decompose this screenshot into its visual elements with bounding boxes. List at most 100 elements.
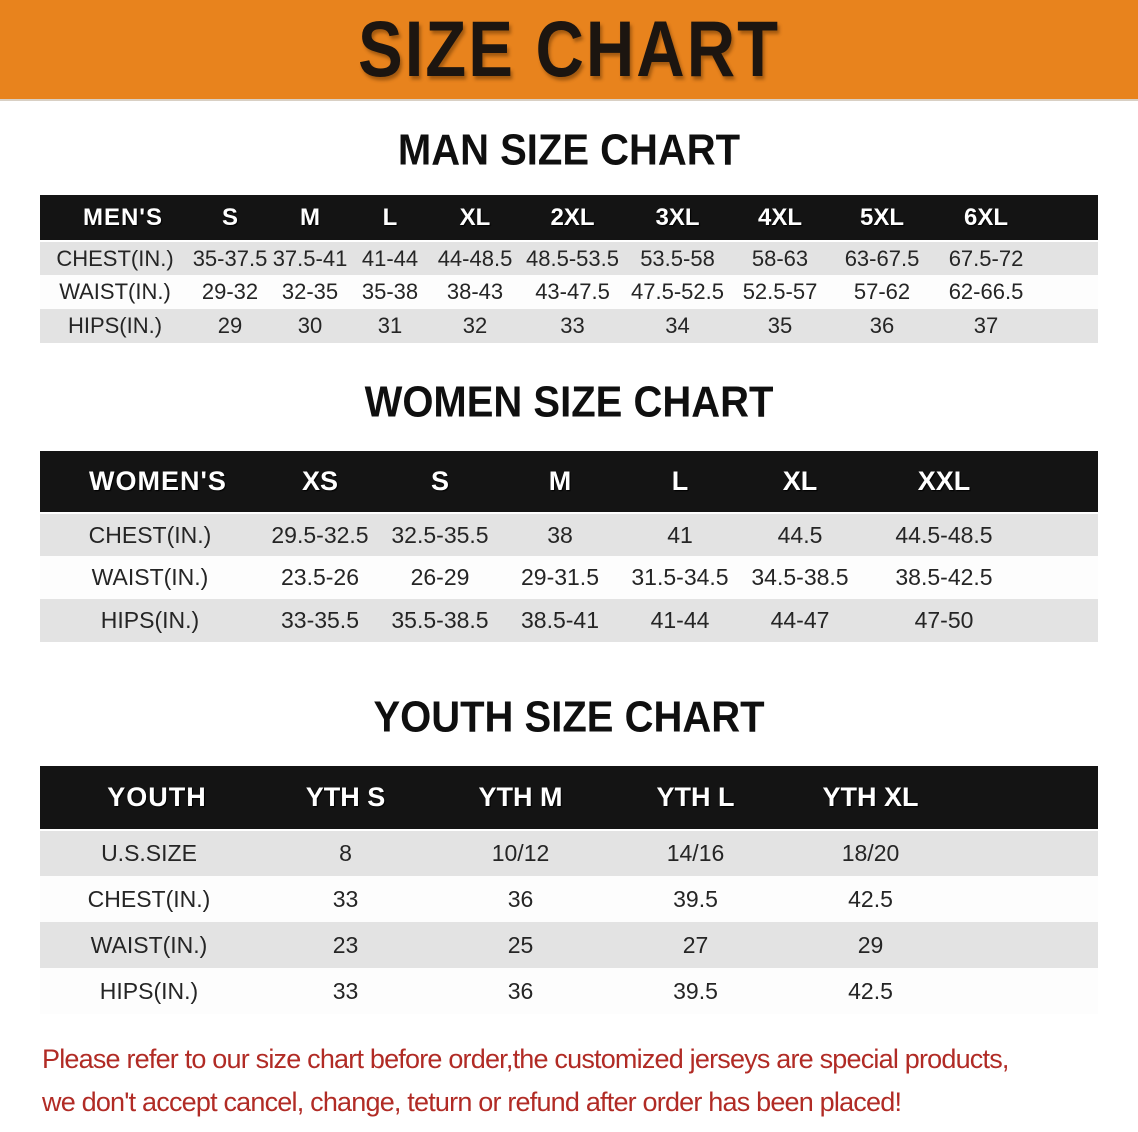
cell: 41-44 bbox=[650, 607, 710, 633]
size-column-header: L bbox=[620, 451, 740, 514]
row-label: HIPS(IN.) bbox=[100, 607, 200, 633]
cell: 42.5 bbox=[848, 885, 893, 912]
table-row: HIPS(IN.) 33-35.5 35.5-38.5 38.5-41 41-4… bbox=[40, 599, 1098, 642]
cell: 58-63 bbox=[751, 245, 809, 271]
cell: 27 bbox=[682, 931, 709, 958]
cell: 67.5-72 bbox=[948, 245, 1024, 271]
size-column-header: YTH XL bbox=[783, 766, 958, 831]
cell: 29-31.5 bbox=[520, 564, 599, 590]
spacer-cell bbox=[1028, 556, 1098, 599]
cell: 25 bbox=[507, 931, 534, 958]
cell: 36 bbox=[869, 313, 895, 338]
women-section-heading: WOMEN SIZE CHART bbox=[364, 377, 774, 427]
cell: 29-32 bbox=[201, 279, 259, 304]
womens-header-row: WOMEN'S XS S M L XL XXL bbox=[40, 451, 1098, 514]
table-row: WAIST(IN.) 29-32 32-35 35-38 38-43 43-47… bbox=[40, 275, 1098, 309]
spacer-cell bbox=[958, 830, 1098, 876]
size-column-header: YTH M bbox=[433, 766, 608, 831]
size-column-header: 6XL bbox=[934, 195, 1038, 242]
size-column-header: 5XL bbox=[830, 195, 934, 242]
cell: 44.5 bbox=[777, 521, 823, 548]
size-column-header: XL bbox=[740, 451, 860, 514]
table-row: CHEST(IN.) 35-37.5 37.5-41 41-44 44-48.5… bbox=[40, 241, 1098, 275]
cell: 35-37.5 bbox=[192, 245, 268, 271]
table-row: HIPS(IN.) 33 36 39.5 42.5 bbox=[40, 968, 1098, 1014]
cell: 63-67.5 bbox=[844, 245, 920, 271]
size-column-header: XXL bbox=[860, 451, 1028, 514]
cell: 33 bbox=[560, 313, 585, 338]
banner-title: SIZE CHART bbox=[358, 5, 780, 94]
row-label: U.S.SIZE bbox=[101, 840, 197, 866]
row-label: HIPS(IN.) bbox=[67, 313, 163, 338]
cell: 34 bbox=[665, 313, 690, 338]
row-label: CHEST(IN.) bbox=[87, 885, 211, 912]
row-label: CHEST(IN.) bbox=[56, 245, 174, 271]
cell: 29 bbox=[857, 931, 884, 958]
size-column-header: XL bbox=[430, 195, 520, 242]
size-chart-banner: SIZE CHART bbox=[0, 0, 1138, 101]
cell: 38.5-41 bbox=[520, 607, 599, 633]
cell: 18/20 bbox=[841, 840, 900, 866]
cell: 44.5-48.5 bbox=[895, 521, 993, 548]
cell: 44-47 bbox=[770, 607, 830, 633]
size-column-header: YTH S bbox=[258, 766, 433, 831]
cell: 52.5-57 bbox=[742, 279, 818, 304]
cell: 57-62 bbox=[853, 279, 911, 304]
spacer-cell bbox=[1038, 275, 1098, 309]
cell: 35.5-38.5 bbox=[391, 607, 489, 633]
cell: 29.5-32.5 bbox=[271, 521, 369, 548]
cell: 32-35 bbox=[281, 279, 339, 304]
cell: 14/16 bbox=[666, 840, 725, 866]
disclaimer-line-1: Please refer to our size chart before or… bbox=[42, 1044, 1009, 1074]
table-row: WAIST(IN.) 23 25 27 29 bbox=[40, 922, 1098, 968]
spacer-cell bbox=[958, 922, 1098, 968]
table-row: HIPS(IN.) 29 30 31 32 33 34 35 36 37 bbox=[40, 309, 1098, 343]
cell: 43-47.5 bbox=[535, 279, 610, 304]
mens-size-table: MEN'S S M L XL 2XL 3XL 4XL 5XL 6XL CHEST… bbox=[40, 195, 1098, 343]
row-label: HIPS(IN.) bbox=[99, 977, 199, 1004]
size-column-header: XS bbox=[260, 451, 380, 514]
spacer-cell bbox=[1038, 309, 1098, 343]
table-row: CHEST(IN.) 33 36 39.5 42.5 bbox=[40, 876, 1098, 922]
cell: 39.5 bbox=[673, 977, 718, 1004]
spacer-cell bbox=[1038, 241, 1098, 275]
cell: 35-38 bbox=[361, 279, 419, 304]
cell: 32.5-35.5 bbox=[391, 521, 489, 548]
row-label: CHEST(IN.) bbox=[88, 521, 212, 548]
spacer-cell bbox=[1028, 599, 1098, 642]
cell: 62-66.5 bbox=[948, 279, 1024, 304]
womens-size-table: WOMEN'S XS S M L XL XXL CHEST(IN.) 29.5-… bbox=[40, 451, 1098, 642]
size-column-header: 2XL bbox=[520, 195, 625, 242]
cell: 47-50 bbox=[914, 607, 974, 633]
size-column-header: M bbox=[500, 451, 620, 514]
size-column-header: L bbox=[350, 195, 430, 242]
disclaimer-line-2: we don't accept cancel, change, teturn o… bbox=[42, 1087, 902, 1117]
cell: 36 bbox=[507, 885, 534, 912]
mens-header-label: MEN'S bbox=[40, 195, 190, 242]
spacer-cell bbox=[1028, 513, 1098, 556]
cell: 33 bbox=[332, 885, 359, 912]
cell: 48.5-53.5 bbox=[526, 245, 619, 271]
cell: 35 bbox=[767, 313, 793, 338]
size-column-header: 3XL bbox=[625, 195, 730, 242]
cell: 29 bbox=[217, 313, 243, 338]
size-column-header: YTH L bbox=[608, 766, 783, 831]
spacer-cell bbox=[958, 968, 1098, 1014]
spacer-cell bbox=[1028, 451, 1098, 514]
cell: 38 bbox=[547, 521, 573, 548]
table-row: U.S.SIZE 8 10/12 14/16 18/20 bbox=[40, 830, 1098, 876]
spacer-cell bbox=[958, 766, 1098, 831]
size-column-header: 4XL bbox=[730, 195, 830, 242]
cell: 38.5-42.5 bbox=[895, 564, 993, 590]
cell: 37 bbox=[973, 313, 999, 338]
cell: 41-44 bbox=[361, 245, 419, 271]
cell: 47.5-52.5 bbox=[631, 279, 724, 304]
cell: 36 bbox=[507, 977, 534, 1004]
cell: 30 bbox=[297, 313, 323, 338]
womens-table: WOMEN'S XS S M L XL XXL CHEST(IN.) 29.5-… bbox=[40, 451, 1098, 642]
youth-section-heading: YOUTH SIZE CHART bbox=[373, 692, 765, 742]
cell: 37.5-41 bbox=[272, 245, 348, 271]
cell: 31 bbox=[377, 313, 403, 338]
cell: 8 bbox=[339, 840, 352, 866]
cell: 33 bbox=[332, 977, 359, 1004]
